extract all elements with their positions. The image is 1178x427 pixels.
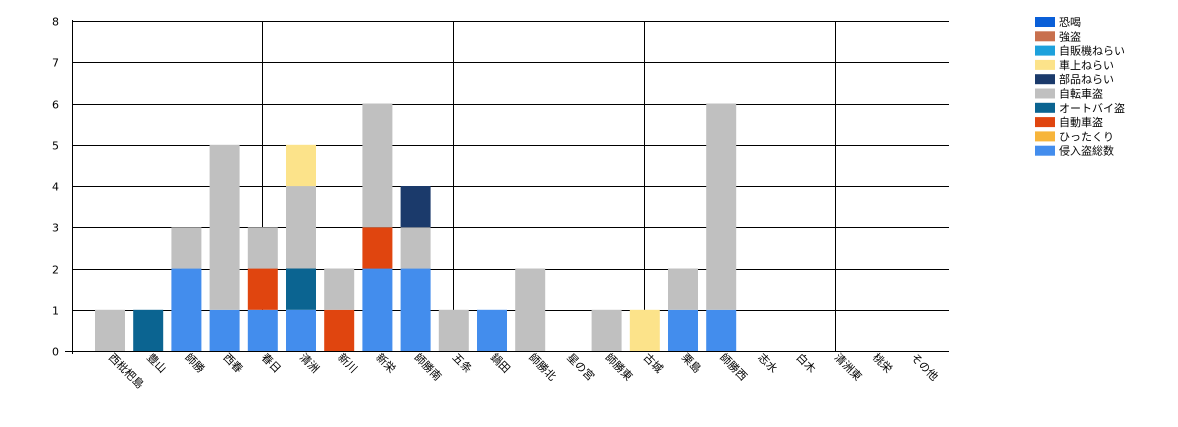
- bar-segment: [362, 227, 393, 269]
- x-tick-label: 星の宮: [564, 350, 597, 383]
- legend: 恐喝強盗自販機ねらい車上ねらい部品ねらい自転車盗オートバイ盗自動車盗ひったくり侵…: [1035, 16, 1125, 158]
- x-tick-label: 新栄: [373, 350, 398, 375]
- legend-label: 侵入盗総数: [1059, 144, 1114, 158]
- bar-segment: [477, 309, 507, 352]
- y-tick-label: 2: [52, 264, 59, 277]
- bar-segment: [171, 268, 202, 351]
- x-tick-label: 古城: [641, 351, 666, 376]
- legend-label: 自動車盗: [1059, 115, 1103, 129]
- x-tick-label: 西枇杷島: [106, 350, 147, 391]
- legend-swatch: [1035, 74, 1055, 85]
- legend-swatch: [1035, 102, 1055, 113]
- bar-segment: [400, 227, 431, 269]
- x-tick-label: 春日: [259, 351, 284, 376]
- legend-swatch: [1035, 88, 1055, 99]
- legend-label: 自転車盗: [1059, 87, 1103, 101]
- legend-swatch: [1035, 145, 1055, 156]
- legend-label: 自販機ねらい: [1059, 44, 1125, 58]
- bar-segment: [706, 309, 737, 352]
- legend-swatch: [1035, 131, 1055, 142]
- legend-label: 強盗: [1059, 30, 1081, 43]
- x-tick-label: 豊山: [144, 351, 169, 376]
- legend-label: 恐喝: [1059, 16, 1081, 29]
- legend-label: 車上ねらい: [1059, 58, 1114, 72]
- legend-swatch: [1035, 17, 1055, 27]
- x-tick-label: 師勝西: [717, 350, 750, 383]
- x-tick-label: 新川: [335, 350, 360, 375]
- bar-segment: [286, 144, 316, 187]
- x-tick-label: 清洲: [297, 351, 322, 376]
- bar-segment: [247, 309, 278, 352]
- bar-segment: [209, 309, 240, 352]
- x-tick-label: 桃栄: [870, 350, 895, 375]
- legend-label: オートバイ盗: [1059, 102, 1125, 115]
- x-tick-label: 師勝東: [602, 350, 635, 383]
- x-tick-label: 清洲東: [832, 351, 865, 384]
- bars: [95, 103, 737, 352]
- y-tick-label: 7: [52, 57, 59, 70]
- bar-segment: [668, 309, 698, 352]
- bar-segment: [286, 268, 316, 310]
- bar-segment: [668, 268, 698, 310]
- bar-segment: [629, 309, 660, 352]
- x-tick-label: 五条: [450, 350, 475, 375]
- bar-segment: [171, 227, 202, 269]
- y-tick-label: 3: [52, 222, 59, 235]
- x-tick-label: 白木: [793, 350, 818, 375]
- x-tick-label: 師勝: [182, 350, 207, 375]
- bar-segment: [324, 309, 355, 352]
- bar-segment: [438, 309, 469, 352]
- y-tick-label: 6: [52, 99, 59, 112]
- bar-segment: [209, 144, 240, 310]
- legend-swatch: [1035, 117, 1055, 128]
- x-tick-label: その他: [908, 351, 941, 384]
- bar-segment: [400, 186, 431, 228]
- legend-swatch: [1035, 59, 1055, 70]
- bar-segment: [706, 103, 737, 310]
- x-tick-label: 師勝北: [526, 350, 559, 383]
- y-tick-label: 1: [52, 305, 59, 318]
- bar-segment: [515, 268, 546, 351]
- bar-segment: [286, 309, 316, 352]
- x-tick-label: 鍋田: [488, 350, 513, 375]
- x-tick-label: 西春: [220, 351, 245, 376]
- legend-swatch: [1035, 45, 1055, 56]
- bar-segment: [400, 268, 431, 351]
- bar-segment: [133, 309, 164, 352]
- bar-segment: [591, 309, 622, 352]
- y-tick-label: 4: [52, 181, 59, 194]
- x-tick-label: 栗島: [679, 350, 704, 375]
- legend-swatch: [1035, 31, 1055, 42]
- bar-segment: [324, 268, 355, 310]
- y-tick-label: 0: [52, 346, 59, 359]
- legend-label: ひったくり: [1059, 130, 1114, 143]
- bar-segment: [247, 268, 278, 310]
- bar-segment: [95, 309, 125, 352]
- y-tick-label: 8: [52, 16, 59, 29]
- bar-segment: [247, 227, 278, 269]
- y-tick-label: 5: [52, 140, 59, 153]
- x-tick-label: 志水: [755, 351, 780, 376]
- bar-segment: [362, 268, 393, 351]
- grid: [72, 21, 949, 352]
- bar-segment: [286, 186, 316, 269]
- bar-segment: [362, 103, 393, 228]
- x-tick-label: 師勝南: [411, 350, 444, 383]
- legend-label: 部品ねらい: [1059, 72, 1114, 86]
